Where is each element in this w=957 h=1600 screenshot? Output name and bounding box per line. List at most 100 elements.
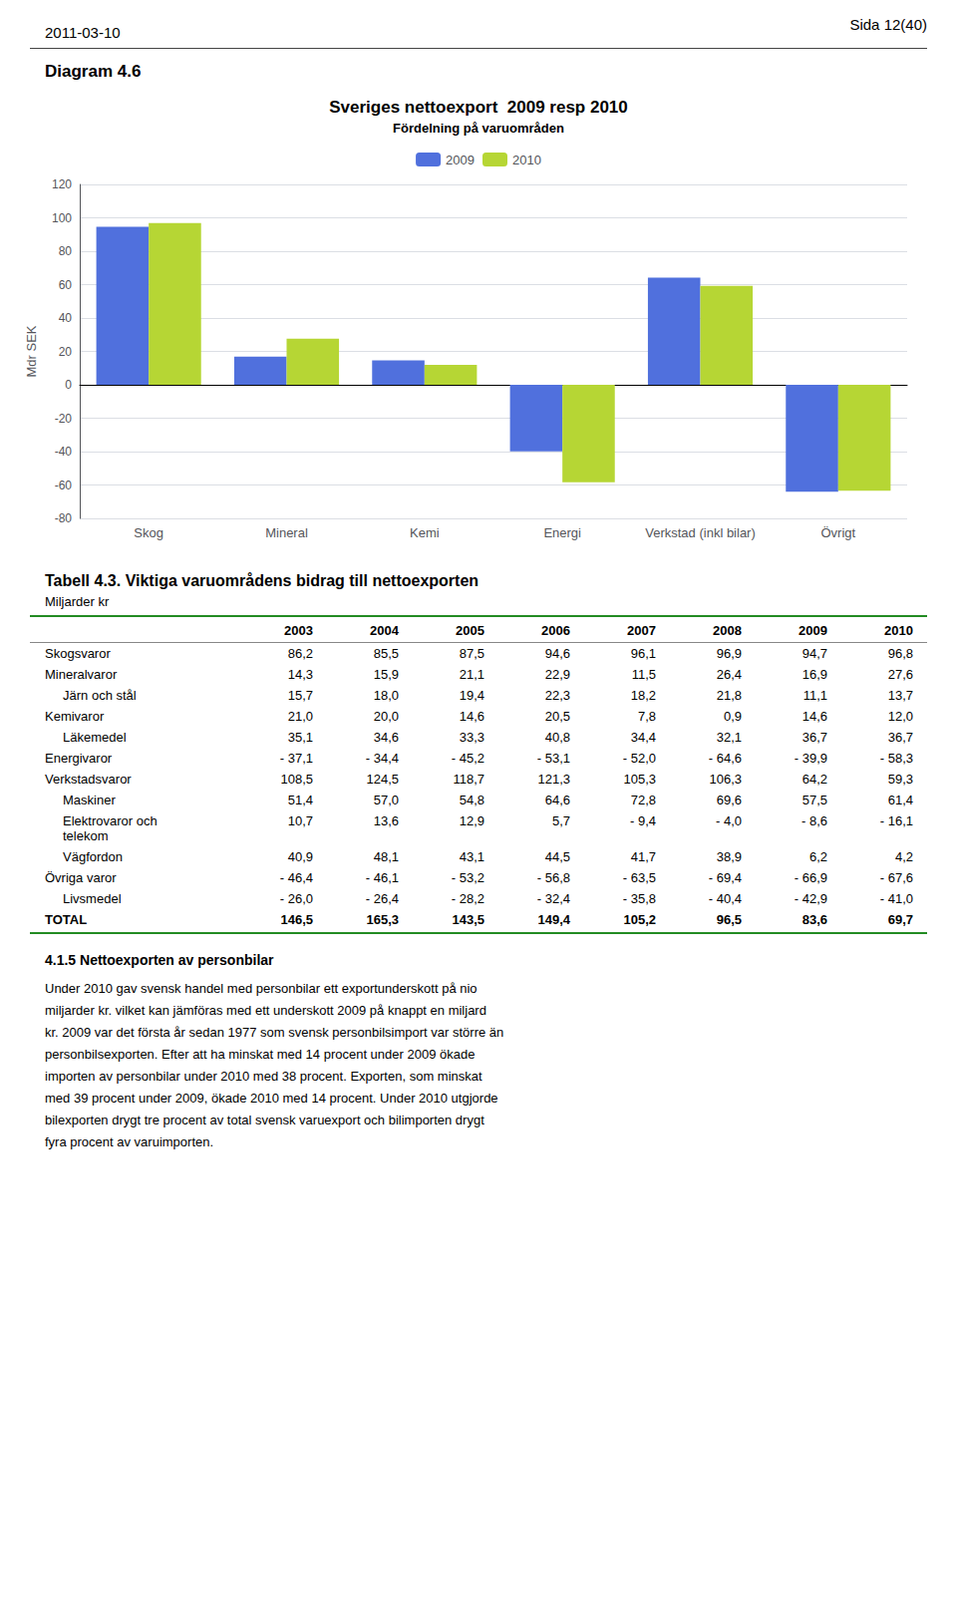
html-text:26,4: 26,4 [716,666,742,682]
html-text:7,8: 7,8 [637,708,656,724]
html-text:Diagram 4.6: Diagram 4.6 [44,61,141,81]
html-text:86,2: 86,2 [287,645,314,661]
html-text:34,4: 34,4 [630,729,656,745]
html-text:12,0: 12,0 [887,708,914,724]
html-text:- 45,2: - 45,2 [451,750,485,766]
html-text:Järn och stål: Järn och stål [62,687,137,703]
html-text:Tabell 4.3. Viktiga varuområde: Tabell 4.3. Viktiga varuområdens bidrag … [44,572,479,590]
html-text:96,9: 96,9 [716,645,742,661]
html-text:32,1: 32,1 [716,729,742,745]
html-text:Elektrovaror och: Elektrovaror och [62,813,158,829]
svg-text:2010: 2010 [512,152,542,168]
svg-text:Energi: Energi [543,525,582,541]
html-text:124,5: 124,5 [366,771,399,787]
html-text:34,6: 34,6 [373,729,399,745]
html-text:27,6: 27,6 [887,666,914,682]
html-text:Verkstadsvaror: Verkstadsvaror [44,771,132,787]
html-text:21,8: 21,8 [716,687,742,703]
svg-text:20: 20 [58,344,73,359]
html-text:59,3: 59,3 [887,771,914,787]
svg-text:0: 0 [64,377,72,392]
html-text:14,6: 14,6 [802,708,828,724]
html-text:20,5: 20,5 [544,708,571,724]
html-text:33,3: 33,3 [459,729,485,745]
svg-text:100: 100 [51,211,72,226]
html-text:- 39,9: - 39,9 [794,750,828,766]
html-text:16,9: 16,9 [802,666,828,682]
svg-text:-60: -60 [54,478,73,493]
svg-text:Skog: Skog [133,525,164,541]
html-text:20,0: 20,0 [373,708,399,724]
html-text:Läkemedel: Läkemedel [62,729,127,745]
html-text:69,6: 69,6 [716,792,742,808]
html-text:22,9: 22,9 [544,666,571,682]
html-text:- 37,1: - 37,1 [279,750,314,766]
svg-text:40: 40 [58,311,73,325]
svg-text:Mineral: Mineral [265,525,309,541]
svg-text:-80: -80 [54,511,73,526]
html-text:40,8: 40,8 [544,729,571,745]
html-text:64,2: 64,2 [802,771,828,787]
html-text:118,7: 118,7 [452,771,485,787]
html-text:87,5: 87,5 [459,645,485,661]
html-text:- 58,3: - 58,3 [880,750,914,766]
html-text:Skogsvaror: Skogsvaror [44,645,111,661]
html-text:14,3: 14,3 [287,666,314,682]
html-text:15,7: 15,7 [287,687,314,703]
html-text:18,0: 18,0 [373,687,399,703]
html-text:105,3: 105,3 [623,771,656,787]
html-text:14,6: 14,6 [459,708,485,724]
html-text:36,7: 36,7 [887,729,914,745]
html-text:57,0: 57,0 [373,792,399,808]
html-text:35,1: 35,1 [287,729,314,745]
html-text:- 34,4: - 34,4 [365,750,399,766]
html-text:13,7: 13,7 [887,687,914,703]
html-text:108,5: 108,5 [280,771,314,787]
svg-text:Sveriges nettoexport 2009 res: Sveriges nettoexport 2009 resp 2010 [328,97,629,117]
html-text:72,8: 72,8 [630,792,656,808]
html-text:15,9: 15,9 [373,666,399,682]
html-text:96,8: 96,8 [887,645,914,661]
html-text:94,7: 94,7 [802,645,828,661]
html-text:64,6: 64,6 [544,792,571,808]
html-text:106,3: 106,3 [709,771,742,787]
html-text:- 53,1: - 53,1 [537,750,571,766]
html-text:21,1: 21,1 [459,666,485,682]
html-text:Energivaror: Energivaror [44,750,112,766]
html-text:2011-03-10: 2011-03-10 [44,23,121,41]
html-text:19,4: 19,4 [459,687,485,703]
svg-text:Kemi: Kemi [409,525,440,541]
svg-text:80: 80 [58,244,73,259]
html-text:Sida 12(40): Sida 12(40) [849,15,928,33]
html-text:0,9: 0,9 [723,708,742,724]
svg-text:2009: 2009 [445,152,475,168]
html-text:11,5: 11,5 [631,666,656,682]
html-text:22,3: 22,3 [544,687,571,703]
html-text:21,0: 21,0 [287,708,314,724]
html-text:61,4: 61,4 [887,792,914,808]
svg-text:-20: -20 [54,411,73,426]
svg-text:-40: -40 [54,444,73,459]
html-text:96,1: 96,1 [630,645,656,661]
html-text:Maskiner: Maskiner [62,792,116,808]
svg-text:Fördelning på varuområden: Fördelning på varuområden [392,120,565,136]
svg-text:60: 60 [58,278,73,293]
svg-text:Övrigt: Övrigt [820,525,856,541]
html-text:Mineralvaror: Mineralvaror [44,666,117,682]
html-text:Kemivaror: Kemivaror [44,708,104,724]
html-text:Miljarder kr: Miljarder kr [44,594,109,610]
html-text:51,4: 51,4 [287,792,314,808]
svg-text:120: 120 [51,177,72,192]
html-text:54,8: 54,8 [459,792,485,808]
svg-text:Verkstad (inkl bilar): Verkstad (inkl bilar) [644,525,756,541]
html-text:11,1: 11,1 [803,687,828,703]
html-text:18,2: 18,2 [630,687,656,703]
html-text:- 64,6: - 64,6 [708,750,742,766]
html-text:85,5: 85,5 [373,645,399,661]
html-text:36,7: 36,7 [802,729,828,745]
html-text:94,6: 94,6 [544,645,571,661]
html-text:57,5: 57,5 [802,792,828,808]
svg-text:Mdr SEK: Mdr SEK [23,324,39,377]
html-text:121,3: 121,3 [537,771,571,787]
html-text:- 52,0: - 52,0 [622,750,656,766]
